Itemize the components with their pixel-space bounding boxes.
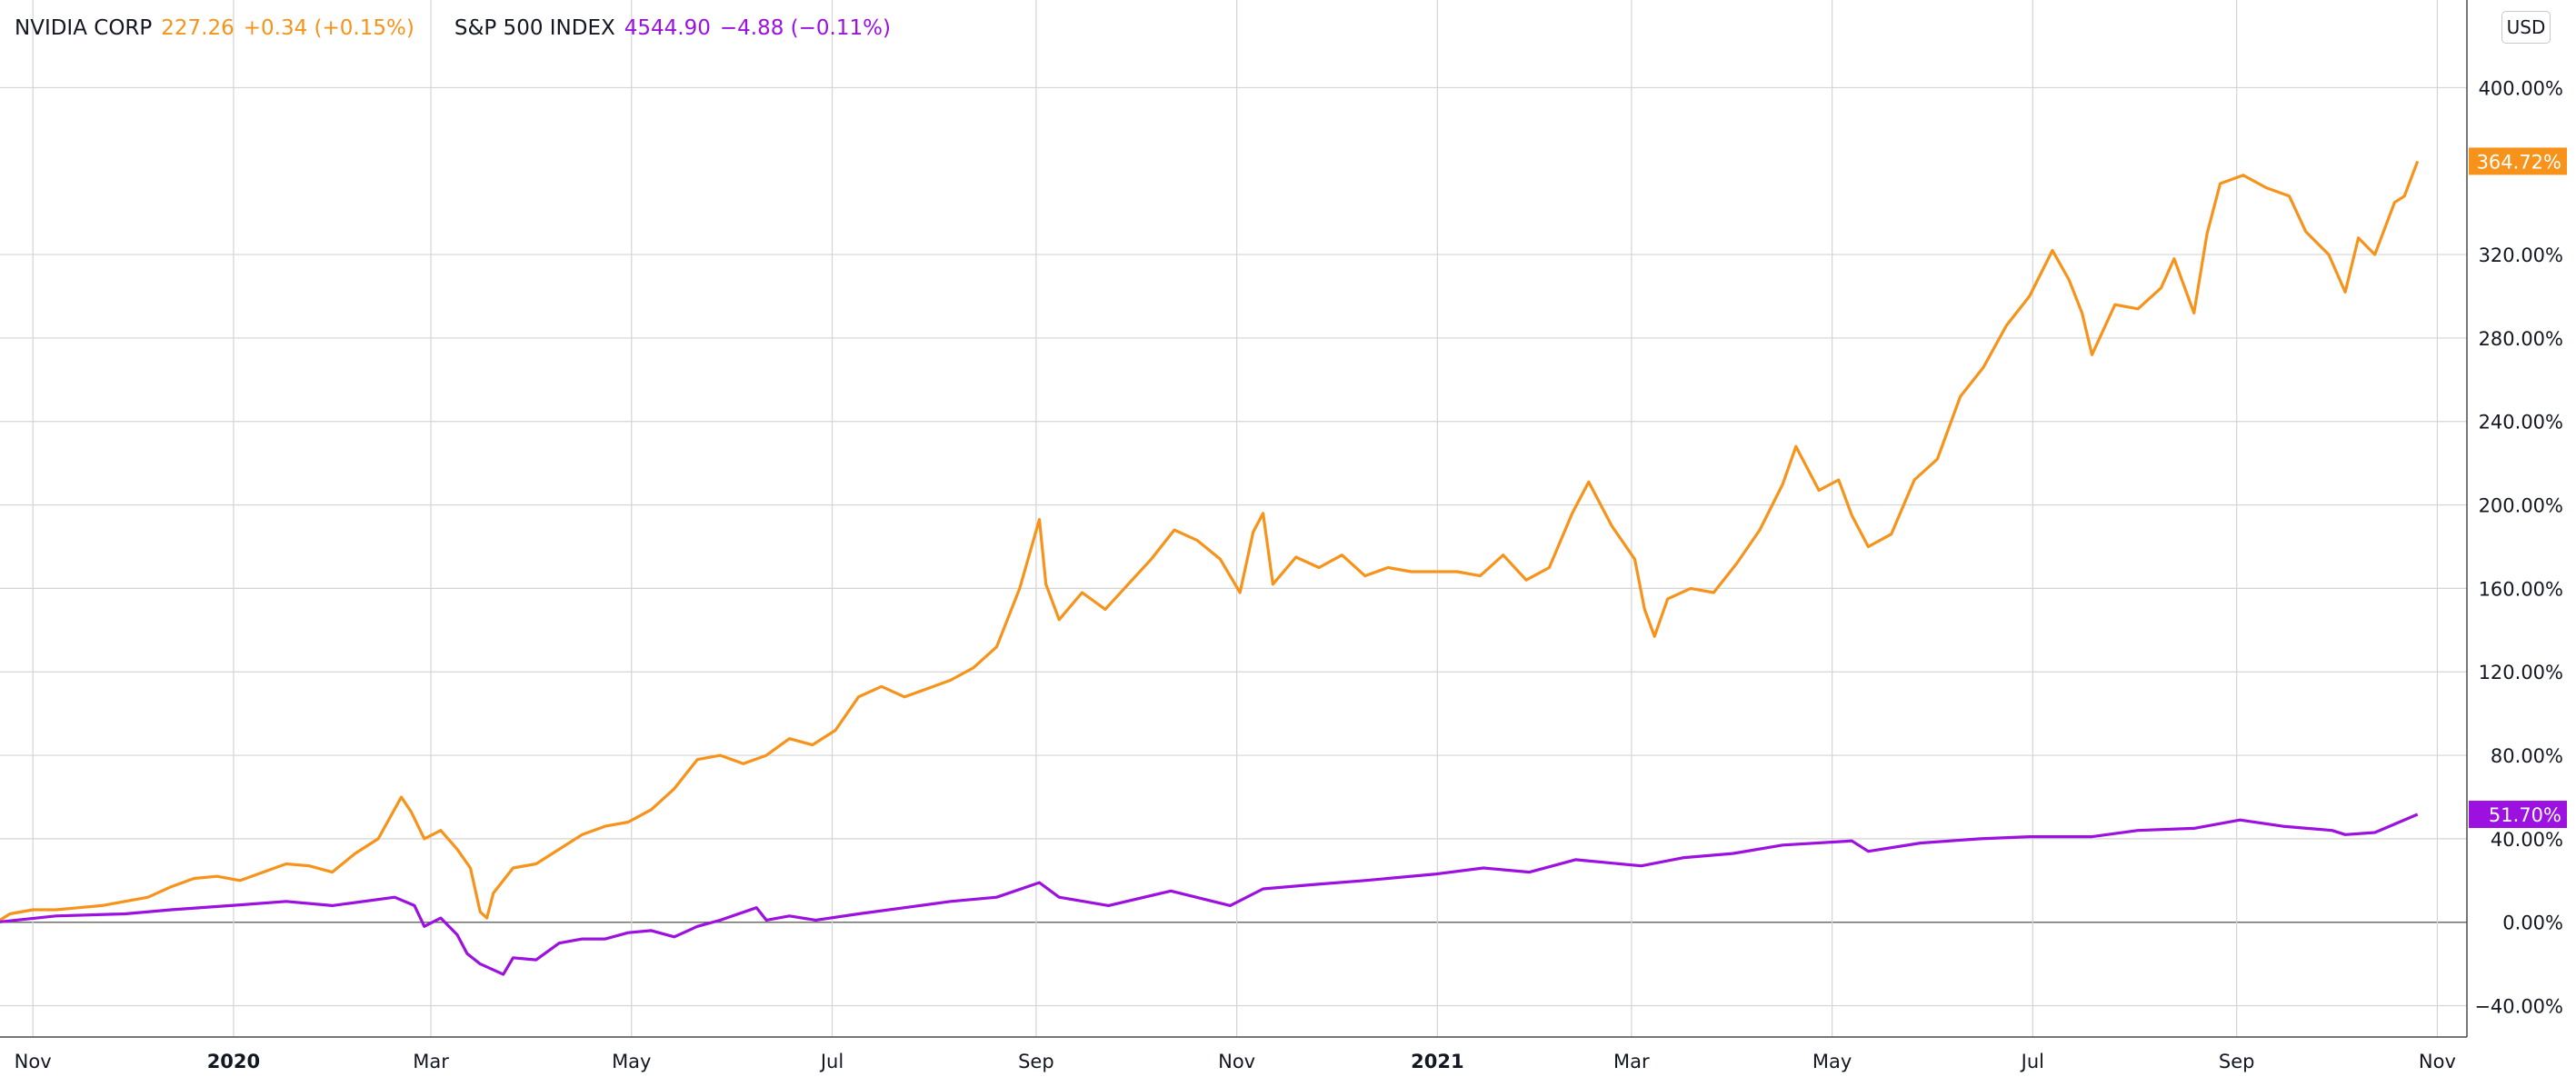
y-tick-label: 240.00% xyxy=(2479,412,2563,434)
series-line-sp500 xyxy=(0,813,2419,976)
chart-legend: NVIDIA CORP 227.26 +0.34 (+0.15%) S&P 50… xyxy=(15,13,891,44)
legend-spx-price: 4544.90 xyxy=(624,16,711,40)
legend-nvda-price: 227.26 xyxy=(161,16,235,40)
y-tick-label: 120.00% xyxy=(2479,662,2563,683)
x-tick-label: May xyxy=(612,1051,651,1072)
x-tick-label: Jul xyxy=(819,1051,844,1072)
x-tick-label: Nov xyxy=(1218,1051,1255,1072)
x-tick-label: Sep xyxy=(1018,1051,1054,1072)
y-tick-label: 400.00% xyxy=(2479,77,2563,99)
y-tick-label: 0.00% xyxy=(2502,912,2563,934)
x-tick-label: Nov xyxy=(2419,1051,2456,1072)
series-line-nvidia xyxy=(0,160,2420,922)
last-value-label: 364.72% xyxy=(2477,151,2561,173)
x-tick-label: Nov xyxy=(15,1051,52,1072)
last-value-badge xyxy=(2469,801,2567,829)
x-tick-label: 2021 xyxy=(1411,1051,1463,1072)
x-tick-label: 2020 xyxy=(207,1051,260,1072)
currency-button[interactable]: USD xyxy=(2501,11,2551,44)
last-value-label: 51.70% xyxy=(2489,804,2561,826)
legend-spx-name: S&P 500 INDEX xyxy=(454,16,615,40)
y-tick-label: 280.00% xyxy=(2479,328,2563,350)
legend-nvda-name: NVIDIA CORP xyxy=(15,16,153,40)
last-value-badge xyxy=(2469,147,2567,175)
x-tick-label: Sep xyxy=(2219,1051,2255,1072)
legend-nvda-change: +0.34 (+0.15%) xyxy=(243,16,414,40)
y-tick-label: 200.00% xyxy=(2479,495,2563,517)
x-tick-label: May xyxy=(1812,1051,1852,1072)
x-tick-label: Mar xyxy=(413,1051,449,1072)
y-tick-label: 160.00% xyxy=(2479,578,2563,600)
x-tick-label: Mar xyxy=(1613,1051,1650,1072)
y-tick-label: −40.00% xyxy=(2474,996,2563,1018)
x-tick-label: Jul xyxy=(2020,1051,2044,1072)
y-tick-label: 80.00% xyxy=(2491,745,2563,767)
legend-spx-change: −4.88 (−0.11%) xyxy=(719,16,891,40)
y-tick-label: 320.00% xyxy=(2479,244,2563,266)
y-tick-label: 40.00% xyxy=(2491,829,2563,851)
